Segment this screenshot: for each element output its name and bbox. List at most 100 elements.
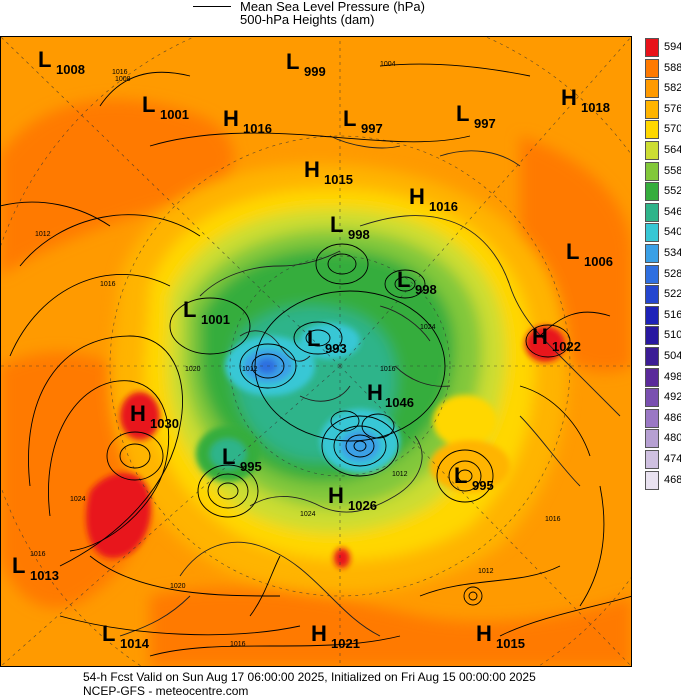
forecast-valid-text: 54-h Fcst Valid on Sun Aug 17 06:00:00 2…	[83, 670, 536, 684]
pressure-center-high: H 1030	[130, 401, 179, 431]
svg-text:1046: 1046	[385, 395, 414, 410]
svg-text:1015: 1015	[324, 172, 353, 187]
pressure-center-high: H 1015	[476, 621, 525, 651]
pressure-center-low: L 995	[222, 444, 262, 474]
footer: 54-h Fcst Valid on Sun Aug 17 06:00:00 2…	[0, 670, 681, 700]
colorbar-label: 534	[664, 247, 681, 259]
colorbar-swatch	[645, 141, 659, 160]
svg-text:997: 997	[361, 121, 383, 136]
colorbar-label: 570	[664, 123, 681, 136]
colorbar-label: 522	[664, 288, 681, 301]
isobar-label: 1016	[545, 516, 561, 523]
colorbar-swatch	[645, 244, 659, 263]
isobar-label: 1024	[420, 324, 436, 331]
colorbar-swatch	[645, 223, 659, 243]
pressure-center-low: L 993	[307, 326, 347, 356]
svg-text:H: H	[328, 483, 344, 508]
colorbar-label: 468	[664, 473, 681, 486]
isobar-label: 1016	[230, 641, 246, 648]
colorbar-swatch	[645, 470, 659, 490]
svg-text:1015: 1015	[496, 636, 525, 651]
pressure-center-high: H 1016	[409, 184, 458, 214]
colorbar-swatch	[645, 367, 659, 387]
colorbar-swatch	[645, 182, 659, 202]
svg-text:L: L	[12, 553, 25, 578]
map-frame	[0, 36, 632, 667]
svg-text:H: H	[409, 184, 425, 209]
svg-text:L: L	[343, 106, 356, 131]
svg-text:1026: 1026	[348, 498, 377, 513]
svg-text:1016: 1016	[243, 121, 272, 136]
svg-text:1021: 1021	[331, 636, 360, 651]
pressure-center-low: L 1013	[12, 553, 59, 583]
svg-text:L: L	[397, 267, 410, 292]
isobar-label: 1016	[100, 281, 116, 288]
heights-fill-588-c	[150, 587, 632, 667]
svg-text:1030: 1030	[150, 416, 179, 431]
svg-text:1016: 1016	[429, 199, 458, 214]
svg-text:1018: 1018	[581, 100, 610, 115]
pressure-center-low: L 1014	[102, 621, 150, 651]
isobar-label: 1020	[185, 366, 201, 373]
colorbar-label: 594	[664, 41, 681, 53]
colorbar-label: 552	[664, 185, 681, 198]
heights-fill-594-asia	[525, 326, 565, 362]
svg-text:998: 998	[348, 227, 370, 242]
pressure-center-high: H 1018	[561, 85, 610, 115]
pressure-center-low: L 997	[343, 106, 383, 136]
colorbar-swatch	[645, 347, 659, 366]
svg-text:L: L	[142, 92, 155, 117]
mslp-legend-line	[193, 6, 231, 7]
colorbar-label: 510	[664, 329, 681, 342]
colorbar-label: 588	[664, 61, 681, 74]
svg-text:1008: 1008	[56, 62, 85, 77]
heights-fill-594-pacific	[86, 472, 151, 559]
svg-text:L: L	[456, 101, 469, 126]
heights-legend-label: 500-hPa Heights (dam)	[240, 12, 375, 27]
colorbar-swatch	[645, 38, 659, 57]
svg-text:H: H	[532, 324, 548, 349]
colorbar-label: 498	[664, 370, 681, 383]
pressure-center-low: L 999	[286, 49, 326, 79]
colorbar-label: 558	[664, 164, 681, 177]
isobar-label: 1024	[300, 511, 316, 518]
legend: Mean Sea Level Pressure (hPa) 500-hPa He…	[0, 0, 681, 34]
heights-fill-570-east	[433, 395, 497, 447]
svg-text:998: 998	[415, 282, 437, 297]
isobar-label: 1016	[380, 366, 396, 373]
svg-text:H: H	[130, 401, 146, 426]
isobar-label: 1012	[392, 471, 408, 478]
pressure-center-low: L 1001	[183, 297, 230, 327]
svg-text:L: L	[183, 297, 196, 322]
pressure-center-low: L 1008	[38, 47, 85, 77]
svg-text:1013: 1013	[30, 568, 59, 583]
svg-text:H: H	[367, 380, 383, 405]
colorbar-label: 582	[664, 82, 681, 95]
colorbar-swatch	[645, 120, 659, 140]
svg-text:L: L	[286, 49, 299, 74]
colorbar-label: 546	[664, 205, 681, 218]
svg-text:H: H	[304, 157, 320, 182]
pressure-centers: L 1008 L 999 L 1001 H 1016 L 997 L 997 H 1018 H…	[12, 47, 613, 651]
colorbar-swatch	[645, 202, 659, 222]
heights-fill-588-a	[0, 99, 234, 276]
pressure-center-high: H 1016	[223, 106, 272, 136]
coastlines	[119, 135, 621, 637]
source-text: NCEP-GFS - meteocentre.com	[83, 684, 249, 698]
isobar-label: 1012	[242, 366, 258, 373]
pressure-center-low: L 997	[456, 101, 496, 131]
isobar-label: 1012	[35, 231, 51, 238]
colorbar-swatch	[645, 450, 659, 469]
colorbar-label: 474	[664, 453, 681, 465]
colorbar-label: 564	[664, 144, 681, 156]
colorbar-label: 528	[664, 267, 681, 280]
pressure-center-high: H 1021	[311, 621, 360, 651]
colorbar-swatch	[645, 264, 659, 284]
heights-fill-540-center	[300, 323, 360, 359]
svg-text:993: 993	[325, 341, 347, 356]
pressure-center-high: H 1046	[367, 380, 414, 410]
colorbar-label: 516	[664, 308, 681, 321]
svg-text:995: 995	[240, 459, 262, 474]
pressure-center-high: H 1015	[304, 157, 353, 187]
svg-text:L: L	[330, 212, 343, 237]
